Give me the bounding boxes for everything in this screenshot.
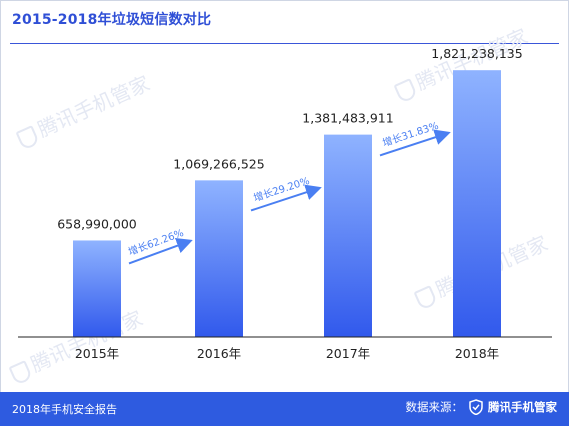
shield-icon: [469, 399, 483, 415]
data-label: 658,990,000: [57, 216, 137, 231]
source-label: 数据来源：: [405, 400, 464, 414]
bar: [324, 134, 372, 337]
footer-bar: 2018年手机安全报告 数据来源： 腾讯手机管家: [0, 392, 569, 426]
page-title: 2015-2018年垃圾短信数对比: [12, 12, 212, 28]
brand-name: 腾讯手机管家: [488, 400, 557, 414]
growth-arrow: [128, 238, 193, 265]
x-tick-label: 2017年: [326, 346, 370, 361]
bar: [195, 180, 243, 337]
title-divider: [10, 43, 559, 44]
x-tick-label: 2016年: [197, 346, 241, 361]
data-label: 1,821,238,135: [431, 46, 522, 61]
bar-chart: 658,990,000 2015年 1,069,266,525 2016年 1,381,…: [18, 46, 552, 361]
x-tick-label: 2018年: [455, 346, 499, 361]
growth-arrow: [250, 184, 322, 212]
data-label: 1,069,266,525: [173, 156, 264, 171]
source-credit: 数据来源： 腾讯手机管家: [405, 399, 557, 415]
x-tick-label: 2015年: [75, 346, 119, 361]
bar: [453, 70, 501, 338]
report-name: 2018年手机安全报告: [12, 403, 117, 416]
bar: [73, 240, 121, 337]
data-label: 1,381,483,911: [302, 111, 393, 126]
growth-arrow: [379, 129, 451, 157]
